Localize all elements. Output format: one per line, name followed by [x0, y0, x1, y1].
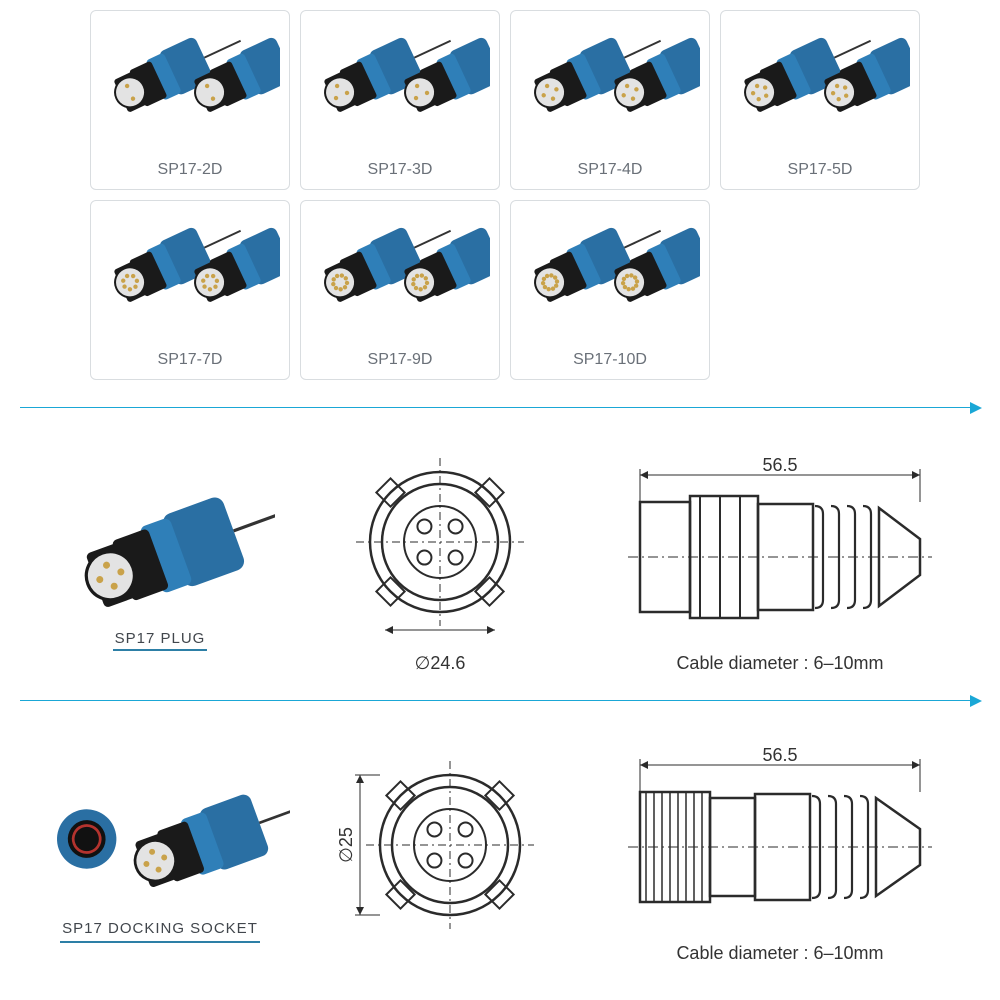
variant-card[interactable]: SP17-9D	[300, 200, 500, 380]
socket-section: SP17 DOCKING SOCKET ∅25 56.5 Cable diame…	[20, 720, 980, 980]
variant-photo	[301, 201, 499, 345]
variant-grid: SP17-2D SP17-3D	[90, 10, 930, 380]
plug-caption: SP17 PLUG	[113, 628, 208, 651]
variant-photo	[91, 201, 289, 345]
socket-photo	[30, 758, 290, 908]
socket-photo-column: SP17 DOCKING SOCKET	[20, 758, 300, 943]
divider-1	[20, 407, 980, 408]
variant-photo	[301, 11, 499, 155]
plug-photo	[45, 470, 275, 620]
plug-side-drawing	[600, 447, 960, 647]
socket-caption: SP17 DOCKING SOCKET	[60, 916, 260, 943]
variant-card[interactable]: SP17-10D	[510, 200, 710, 380]
variant-card[interactable]: SP17-4D	[510, 10, 710, 190]
divider-2	[20, 700, 980, 701]
socket-front-view: ∅25	[310, 750, 570, 950]
socket-cable-note: Cable diameter : 6–10mm	[676, 943, 883, 964]
variant-photo	[511, 201, 709, 345]
variant-card[interactable]: SP17-5D	[720, 10, 920, 190]
variant-photo	[91, 11, 289, 155]
variant-card[interactable]: SP17-3D	[300, 10, 500, 190]
variant-label: SP17-7D	[158, 345, 223, 379]
svg-text:∅25: ∅25	[336, 827, 356, 863]
variant-photo	[721, 11, 919, 155]
socket-side-view: 56.5 Cable diameter : 6–10mm	[580, 737, 980, 964]
plug-cable-note: Cable diameter : 6–10mm	[676, 653, 883, 674]
variant-label: SP17-4D	[578, 155, 643, 189]
plug-front-view: ∅24.6	[310, 447, 570, 674]
plug-length-label: 56.5	[600, 455, 960, 476]
socket-length-label: 56.5	[600, 745, 960, 766]
variant-card[interactable]: SP17-7D	[90, 200, 290, 380]
plug-front-drawing	[340, 447, 540, 647]
variant-label: SP17-2D	[158, 155, 223, 189]
variant-label: SP17-9D	[368, 345, 433, 379]
variant-card[interactable]: SP17-2D	[90, 10, 290, 190]
variant-photo	[511, 11, 709, 155]
variant-label: SP17-5D	[788, 155, 853, 189]
variant-label: SP17-10D	[573, 345, 647, 379]
plug-section: SP17 PLUG ∅24.6 56.5 Cable diameter : 6–…	[20, 430, 980, 690]
socket-front-drawing: ∅25	[330, 750, 550, 950]
socket-side-drawing	[600, 737, 960, 937]
variant-label: SP17-3D	[368, 155, 433, 189]
plug-diameter-label: ∅24.6	[415, 653, 466, 674]
plug-photo-column: SP17 PLUG	[20, 470, 300, 651]
plug-side-view: 56.5 Cable diameter : 6–10mm	[580, 447, 980, 674]
